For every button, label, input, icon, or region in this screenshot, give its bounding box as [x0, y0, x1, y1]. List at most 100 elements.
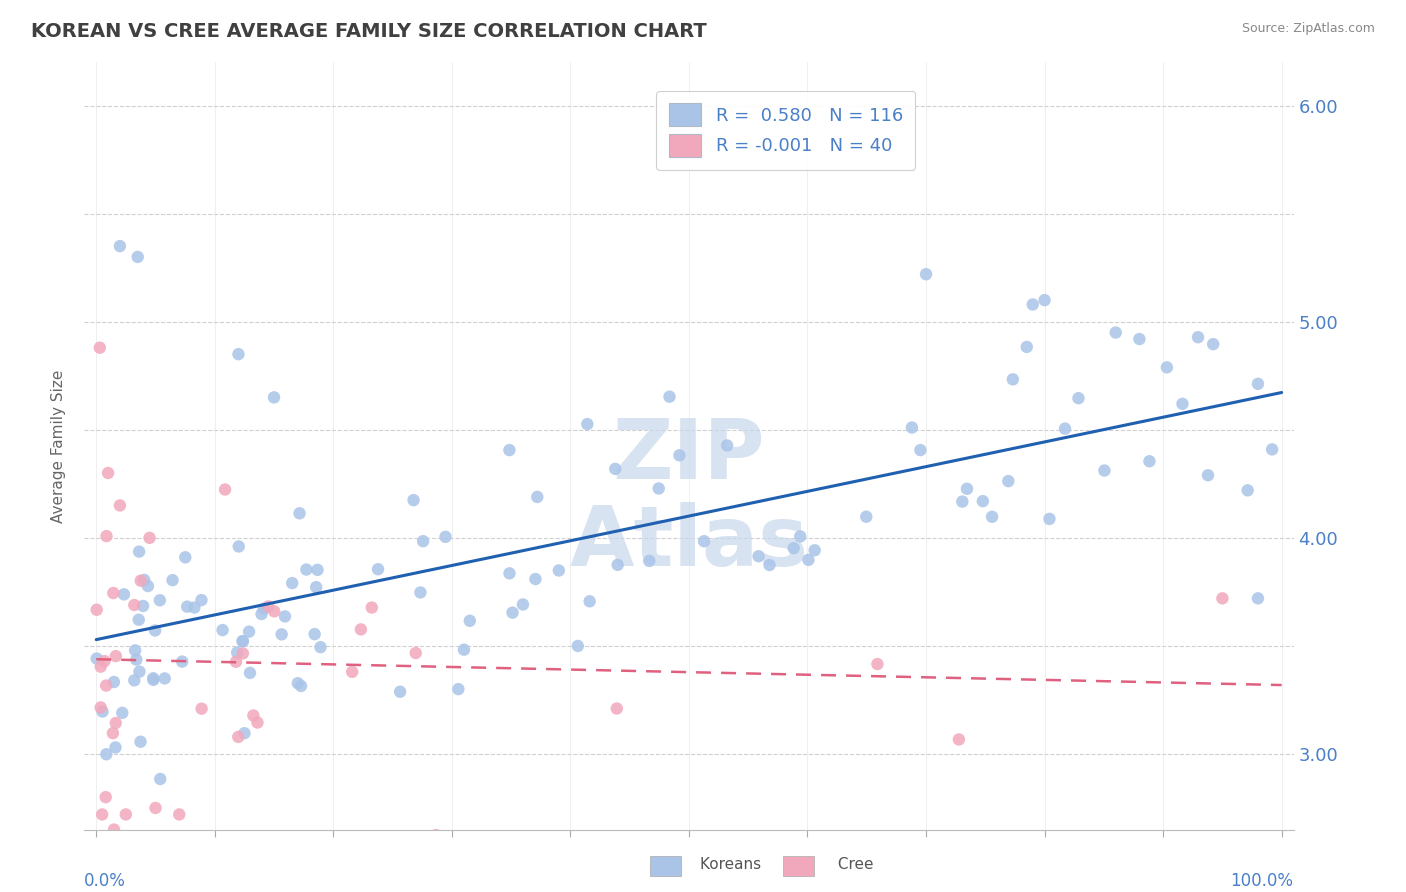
Point: [226, 730, 249, 744]
Point: [901, 420, 924, 434]
Text: Koreans: Koreans: [661, 857, 761, 872]
Point: [263, 390, 285, 404]
Point: [1053, 422, 1076, 436]
Point: [167, 807, 190, 822]
Point: [950, 494, 973, 508]
Point: [288, 506, 311, 520]
Point: [239, 665, 262, 680]
Point: [232, 634, 254, 648]
Point: [176, 599, 198, 614]
Point: [1197, 468, 1219, 483]
Point: [803, 543, 825, 558]
Point: [94, 790, 117, 805]
Point: [606, 558, 628, 572]
Point: [693, 534, 716, 549]
Point: [101, 726, 124, 740]
Point: [758, 558, 780, 572]
Point: [304, 627, 326, 641]
Point: [855, 509, 877, 524]
Point: [1033, 293, 1056, 307]
Point: [90, 700, 112, 714]
Point: [281, 576, 304, 591]
Point: [402, 493, 425, 508]
Point: [132, 599, 155, 613]
Point: [567, 639, 589, 653]
Point: [1128, 332, 1150, 346]
Point: [134, 573, 156, 587]
Point: [86, 603, 108, 617]
Point: [108, 499, 131, 513]
Point: [253, 601, 276, 615]
Point: [129, 735, 152, 749]
Point: [124, 598, 146, 612]
Point: [128, 544, 150, 558]
Point: [274, 609, 297, 624]
Point: [972, 494, 994, 508]
Point: [128, 665, 150, 679]
Point: [142, 671, 165, 685]
Point: [1211, 591, 1233, 606]
Point: [502, 606, 524, 620]
Point: [910, 443, 932, 458]
Point: [524, 572, 547, 586]
Point: [89, 341, 111, 355]
Point: [108, 239, 131, 253]
Point: [90, 659, 112, 673]
Point: [104, 716, 127, 731]
Point: [287, 676, 309, 690]
Point: [228, 540, 250, 554]
Text: 0.0%: 0.0%: [84, 871, 127, 889]
Text: Atlas: Atlas: [569, 501, 808, 582]
Point: [257, 599, 280, 614]
Point: [948, 732, 970, 747]
Point: [103, 675, 125, 690]
Point: [668, 448, 690, 462]
Point: [1187, 330, 1209, 344]
Point: [789, 529, 811, 543]
Point: [153, 672, 176, 686]
Point: [1067, 391, 1090, 405]
Point: [748, 549, 770, 564]
Point: [1038, 512, 1060, 526]
Point: [453, 642, 475, 657]
Point: [96, 529, 118, 543]
Point: [86, 651, 108, 665]
Point: [149, 772, 172, 786]
Point: [915, 267, 938, 281]
Point: [360, 600, 382, 615]
Point: [138, 531, 160, 545]
Point: [305, 580, 328, 594]
Point: [97, 466, 120, 480]
Point: [782, 541, 804, 556]
Point: [307, 563, 329, 577]
Point: [190, 593, 212, 607]
Point: [981, 509, 1004, 524]
Point: [250, 607, 273, 621]
Point: [183, 600, 205, 615]
Point: [246, 715, 269, 730]
Point: [190, 701, 212, 715]
Point: [1236, 483, 1258, 498]
Text: Cree: Cree: [794, 857, 875, 872]
Point: [238, 624, 260, 639]
Point: [228, 347, 250, 361]
Point: [309, 640, 332, 655]
Point: [547, 564, 569, 578]
Point: [526, 490, 548, 504]
Legend: R =  0.580   N = 116, R = -0.001   N = 40: R = 0.580 N = 116, R = -0.001 N = 40: [657, 91, 915, 169]
Point: [367, 562, 389, 576]
Point: [340, 665, 363, 679]
Point: [447, 682, 470, 697]
Point: [1139, 454, 1161, 468]
Point: [127, 250, 149, 264]
Point: [956, 482, 979, 496]
Point: [290, 679, 312, 693]
Point: [578, 594, 600, 608]
Point: [263, 604, 285, 618]
Point: [124, 673, 146, 688]
Point: [512, 598, 534, 612]
Point: [214, 483, 236, 497]
Point: [576, 417, 599, 431]
Point: [350, 623, 373, 637]
Point: [997, 474, 1019, 488]
